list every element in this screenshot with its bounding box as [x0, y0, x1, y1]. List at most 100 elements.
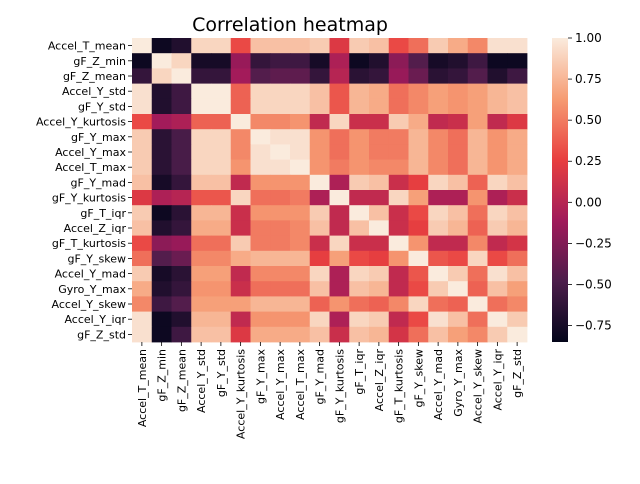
heatmap-cell	[428, 250, 449, 267]
heatmap-cell	[388, 235, 409, 252]
heatmap-cell	[448, 68, 469, 84]
heatmap-cell	[250, 311, 271, 328]
heatmap-cell	[388, 266, 409, 282]
heatmap-cell	[388, 311, 409, 328]
heatmap-cell	[329, 144, 350, 160]
heatmap-cell	[151, 190, 172, 206]
heatmap-cell	[487, 68, 508, 84]
heatmap-cell	[408, 190, 429, 206]
heatmap-cell	[132, 250, 153, 267]
heatmap-cell	[487, 129, 508, 145]
heatmap-cell	[191, 129, 212, 145]
heatmap-cell	[171, 144, 192, 160]
heatmap-cell	[369, 68, 390, 84]
heatmap-cell	[329, 266, 350, 282]
heatmap-cell	[428, 144, 449, 160]
heatmap-cell	[171, 311, 192, 328]
heatmap-cell	[408, 144, 429, 160]
heatmap-cell	[467, 129, 488, 145]
heatmap-cell	[211, 205, 232, 221]
heatmap-cell	[211, 326, 232, 343]
heatmap-cell	[211, 38, 232, 54]
y-tick-label: gF_T_kurtosis	[52, 237, 126, 250]
heatmap-cell	[349, 159, 370, 176]
heatmap-cell	[211, 311, 232, 328]
heatmap-cell	[487, 281, 508, 297]
heatmap-cell	[467, 83, 488, 100]
heatmap-cell	[507, 159, 528, 176]
heatmap-cell	[250, 83, 271, 100]
heatmap-cell	[132, 205, 153, 221]
x-tick-label: Gyro_Y_max	[452, 349, 465, 417]
heatmap-cell	[132, 266, 153, 282]
y-tick-label: Gyro_Y_max	[58, 283, 126, 296]
heatmap-cell	[290, 144, 311, 160]
heatmap-cell	[369, 83, 390, 100]
x-tick-label: gF_Z_mean	[175, 349, 188, 412]
heatmap-cell	[349, 98, 370, 115]
heatmap-cell	[369, 250, 390, 267]
heatmap-cell	[428, 114, 449, 130]
heatmap-cell	[230, 205, 251, 221]
heatmap-cell	[428, 296, 449, 312]
heatmap-cell	[270, 174, 291, 191]
heatmap-cell	[349, 266, 370, 282]
heatmap-cell	[171, 98, 192, 115]
heatmap-cell	[191, 174, 212, 191]
heatmap-cell	[388, 53, 409, 69]
y-tick-label: Accel_T_max	[55, 161, 126, 174]
heatmap-cell	[230, 281, 251, 297]
heatmap-cell	[270, 38, 291, 54]
y-tick-label: gF_Y_max	[71, 131, 126, 144]
heatmap-cell	[388, 220, 409, 236]
heatmap-cell	[428, 235, 449, 252]
heatmap-cell	[408, 235, 429, 252]
heatmap-cell	[507, 190, 528, 206]
heatmap-cell	[132, 174, 153, 191]
heatmap-cell	[388, 190, 409, 206]
heatmap-cell	[290, 98, 311, 115]
heatmap-cell	[191, 281, 212, 297]
heatmap-cell	[369, 129, 390, 145]
x-tick-labels: Accel_T_mean gF_Z_min gF_Z_mean Accel_Y_std…	[136, 342, 524, 439]
heatmap-cell	[467, 159, 488, 176]
heatmap-cell	[230, 220, 251, 236]
heatmap-cell	[270, 205, 291, 221]
heatmap-cell	[349, 205, 370, 221]
heatmap-cell	[230, 266, 251, 282]
heatmap-cell	[230, 190, 251, 206]
heatmap-cell	[290, 114, 311, 130]
heatmap-cell	[448, 326, 469, 343]
heatmap-cell	[151, 114, 172, 130]
heatmap-cell	[507, 129, 528, 145]
heatmap-cell	[428, 311, 449, 328]
heatmap-cell	[428, 190, 449, 206]
heatmap-cell	[448, 114, 469, 130]
heatmap-cell	[487, 83, 508, 100]
heatmap-cell	[507, 53, 528, 69]
heatmap-cell	[230, 159, 251, 176]
heatmap-cell	[151, 326, 172, 343]
y-tick-label: Accel_T_mean	[48, 40, 126, 53]
heatmap-cell	[171, 190, 192, 206]
heatmap-cell	[171, 114, 192, 130]
heatmap-cell	[270, 235, 291, 252]
heatmap-cell	[349, 235, 370, 252]
heatmap-cell	[250, 159, 271, 176]
heatmap-cell	[329, 38, 350, 54]
heatmap-cell	[250, 129, 271, 145]
heatmap-cell	[132, 296, 153, 312]
heatmap-cell	[250, 38, 271, 54]
heatmap-cell	[467, 266, 488, 282]
heatmap-cell	[369, 281, 390, 297]
y-tick-label: gF_Y_kurtosis	[52, 192, 126, 205]
heatmap-cell	[132, 311, 153, 328]
heatmap-cell	[448, 250, 469, 267]
heatmap-cell	[290, 68, 311, 84]
heatmap-cell	[408, 205, 429, 221]
heatmap-cell	[171, 281, 192, 297]
heatmap-cell	[211, 68, 232, 84]
heatmap-cell	[171, 83, 192, 100]
heatmap-cell	[487, 38, 508, 54]
heatmap-cell	[191, 250, 212, 267]
